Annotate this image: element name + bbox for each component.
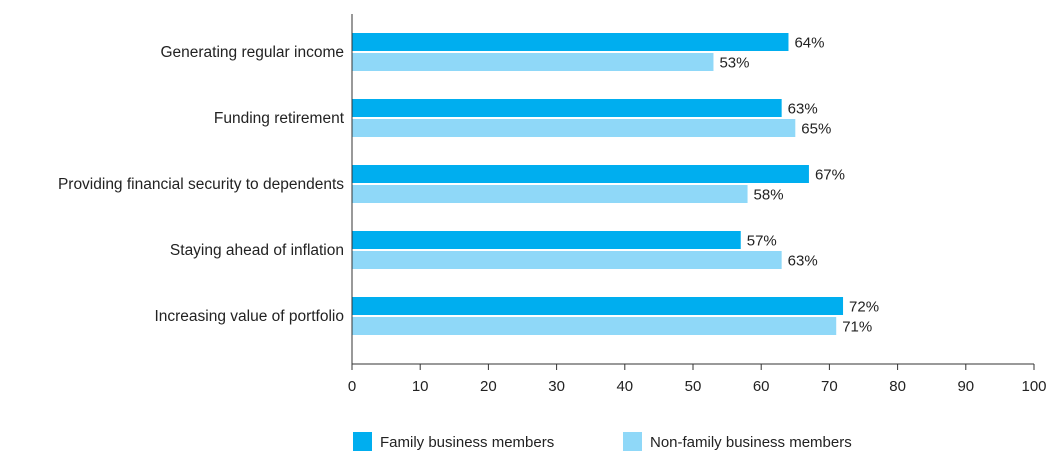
- value-label-s1-c4: 71%: [842, 319, 872, 336]
- legend-swatch-1: [623, 432, 642, 451]
- bar-s0-c4: [352, 297, 844, 315]
- category-label-1: Funding retirement: [214, 110, 345, 127]
- bar-s1-c2: [352, 185, 748, 203]
- x-tick-label-3: 30: [548, 378, 565, 395]
- x-tick-label-8: 80: [889, 378, 906, 395]
- axes-layer: 0 10 20 30 40 50 60 70 80 90 100: [348, 14, 1047, 395]
- legend-label-0: Family business members: [380, 434, 554, 451]
- x-tick-label-2: 20: [480, 378, 497, 395]
- bar-s0-c3: [352, 231, 741, 249]
- x-tick-label-6: 60: [753, 378, 770, 395]
- x-tick-label-9: 90: [957, 378, 974, 395]
- x-tick-label-0: 0: [348, 378, 356, 395]
- x-tick-label-4: 40: [616, 378, 633, 395]
- category-label-3: Staying ahead of inflation: [170, 242, 344, 259]
- value-label-s0-c2: 67%: [815, 167, 845, 184]
- bar-s0-c0: [352, 33, 789, 51]
- category-label-0: Generating regular income: [160, 44, 344, 61]
- x-tick-label-5: 50: [685, 378, 702, 395]
- category-label-4: Increasing value of portfolio: [154, 308, 344, 325]
- x-tick-label-1: 10: [412, 378, 429, 395]
- value-label-s0-c1: 63%: [788, 101, 818, 118]
- value-label-s0-c0: 64%: [794, 35, 824, 52]
- bar-s0-c2: [352, 165, 809, 183]
- value-label-s1-c2: 58%: [754, 187, 784, 204]
- bar-s1-c0: [352, 53, 714, 71]
- value-label-s1-c0: 53%: [719, 55, 749, 72]
- bars-layer: [352, 33, 844, 335]
- bar-s1-c4: [352, 317, 837, 335]
- legend-swatch-0: [353, 432, 372, 451]
- bar-s1-c1: [352, 119, 796, 137]
- labels-layer: 64% 53% Generating regular income 63% 65% Fun…: [58, 35, 879, 336]
- category-label-2: Providing financial security to dependen…: [58, 176, 344, 193]
- x-tick-label-7: 70: [821, 378, 838, 395]
- legend: Family business members Non-family busine…: [353, 432, 852, 451]
- legend-label-1: Non-family business members: [650, 434, 852, 451]
- value-label-s0-c3: 57%: [747, 233, 777, 250]
- value-label-s1-c3: 63%: [788, 253, 818, 270]
- bar-s1-c3: [352, 251, 782, 269]
- value-label-s1-c1: 65%: [801, 121, 831, 138]
- x-tick-label-10: 100: [1021, 378, 1046, 395]
- bar-s0-c1: [352, 99, 782, 117]
- value-label-s0-c4: 72%: [849, 299, 879, 316]
